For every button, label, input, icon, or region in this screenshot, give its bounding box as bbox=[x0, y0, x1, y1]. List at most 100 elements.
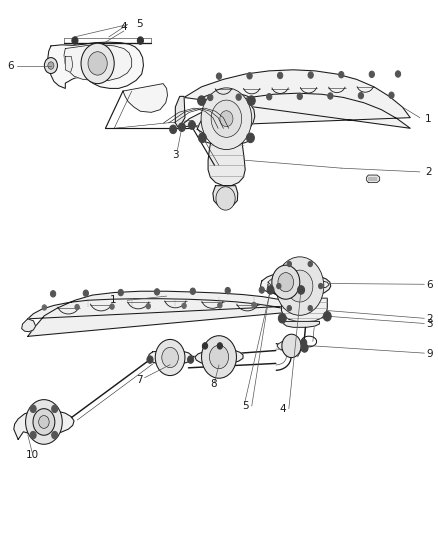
Circle shape bbox=[30, 405, 36, 413]
Circle shape bbox=[110, 304, 114, 309]
Polygon shape bbox=[310, 281, 329, 288]
Circle shape bbox=[182, 303, 186, 309]
Circle shape bbox=[155, 340, 185, 376]
Circle shape bbox=[83, 290, 88, 296]
Polygon shape bbox=[14, 410, 74, 440]
Text: 5: 5 bbox=[136, 19, 143, 29]
Circle shape bbox=[252, 302, 256, 308]
Circle shape bbox=[220, 111, 233, 127]
Circle shape bbox=[328, 93, 333, 99]
Circle shape bbox=[208, 94, 213, 101]
Circle shape bbox=[301, 344, 308, 352]
Polygon shape bbox=[367, 175, 380, 182]
Circle shape bbox=[300, 339, 307, 346]
Circle shape bbox=[369, 71, 374, 77]
Polygon shape bbox=[284, 321, 319, 327]
Circle shape bbox=[201, 88, 252, 150]
Circle shape bbox=[277, 284, 281, 289]
Circle shape bbox=[276, 257, 324, 316]
Text: 8: 8 bbox=[210, 379, 217, 389]
Text: 3: 3 bbox=[172, 150, 179, 160]
Circle shape bbox=[88, 52, 107, 75]
Circle shape bbox=[118, 289, 124, 296]
Text: 2: 2 bbox=[425, 167, 432, 177]
Circle shape bbox=[389, 92, 394, 99]
Circle shape bbox=[217, 343, 223, 349]
Polygon shape bbox=[195, 349, 243, 365]
Circle shape bbox=[201, 336, 237, 378]
Text: 1: 1 bbox=[425, 114, 432, 124]
Circle shape bbox=[188, 121, 195, 130]
Text: 1: 1 bbox=[110, 295, 117, 305]
Circle shape bbox=[52, 431, 58, 439]
Polygon shape bbox=[213, 185, 238, 207]
Polygon shape bbox=[28, 291, 293, 336]
Circle shape bbox=[287, 305, 291, 311]
Polygon shape bbox=[197, 99, 255, 139]
Circle shape bbox=[247, 72, 252, 79]
Circle shape bbox=[278, 72, 283, 79]
Circle shape bbox=[339, 71, 344, 78]
Polygon shape bbox=[65, 56, 73, 72]
Circle shape bbox=[202, 343, 208, 349]
Circle shape bbox=[318, 284, 323, 289]
Circle shape bbox=[209, 345, 229, 369]
Circle shape bbox=[297, 286, 304, 294]
Polygon shape bbox=[268, 276, 302, 288]
Circle shape bbox=[198, 96, 205, 106]
Circle shape bbox=[281, 286, 286, 293]
Circle shape bbox=[279, 313, 286, 323]
Circle shape bbox=[25, 400, 62, 445]
Circle shape bbox=[33, 409, 55, 435]
Polygon shape bbox=[175, 96, 185, 128]
Circle shape bbox=[267, 93, 272, 100]
Text: 6: 6 bbox=[7, 61, 14, 70]
Circle shape bbox=[154, 289, 159, 295]
Circle shape bbox=[48, 62, 54, 69]
Circle shape bbox=[323, 311, 331, 321]
Circle shape bbox=[211, 100, 242, 138]
Circle shape bbox=[178, 123, 185, 132]
Circle shape bbox=[308, 72, 313, 78]
Circle shape bbox=[198, 133, 206, 143]
Circle shape bbox=[259, 287, 265, 293]
Circle shape bbox=[247, 96, 255, 106]
Polygon shape bbox=[48, 42, 144, 88]
Circle shape bbox=[44, 58, 57, 74]
Circle shape bbox=[147, 356, 153, 364]
Circle shape bbox=[162, 348, 178, 368]
Circle shape bbox=[308, 261, 312, 266]
Polygon shape bbox=[282, 298, 327, 322]
Circle shape bbox=[75, 304, 79, 310]
Polygon shape bbox=[261, 274, 310, 294]
Circle shape bbox=[42, 305, 46, 310]
Polygon shape bbox=[268, 274, 331, 298]
Circle shape bbox=[50, 290, 56, 297]
Circle shape bbox=[30, 431, 36, 439]
Text: 9: 9 bbox=[426, 349, 433, 359]
Polygon shape bbox=[64, 45, 132, 80]
Circle shape bbox=[81, 43, 114, 84]
Text: 6: 6 bbox=[426, 280, 433, 290]
Circle shape bbox=[225, 287, 230, 294]
Circle shape bbox=[187, 356, 194, 364]
Circle shape bbox=[287, 261, 291, 266]
Circle shape bbox=[278, 273, 293, 292]
Circle shape bbox=[216, 187, 235, 210]
Circle shape bbox=[72, 37, 78, 44]
Text: 3: 3 bbox=[426, 319, 433, 329]
Circle shape bbox=[247, 133, 254, 143]
Circle shape bbox=[138, 37, 144, 44]
Circle shape bbox=[170, 125, 177, 134]
Polygon shape bbox=[148, 350, 192, 365]
Text: 5: 5 bbox=[242, 401, 248, 411]
Circle shape bbox=[218, 303, 222, 308]
Text: 7: 7 bbox=[136, 375, 143, 385]
Polygon shape bbox=[123, 84, 167, 112]
Polygon shape bbox=[277, 340, 306, 352]
Circle shape bbox=[190, 288, 195, 294]
Circle shape bbox=[396, 71, 401, 77]
Circle shape bbox=[236, 94, 241, 100]
Circle shape bbox=[39, 416, 49, 429]
Circle shape bbox=[146, 304, 150, 309]
